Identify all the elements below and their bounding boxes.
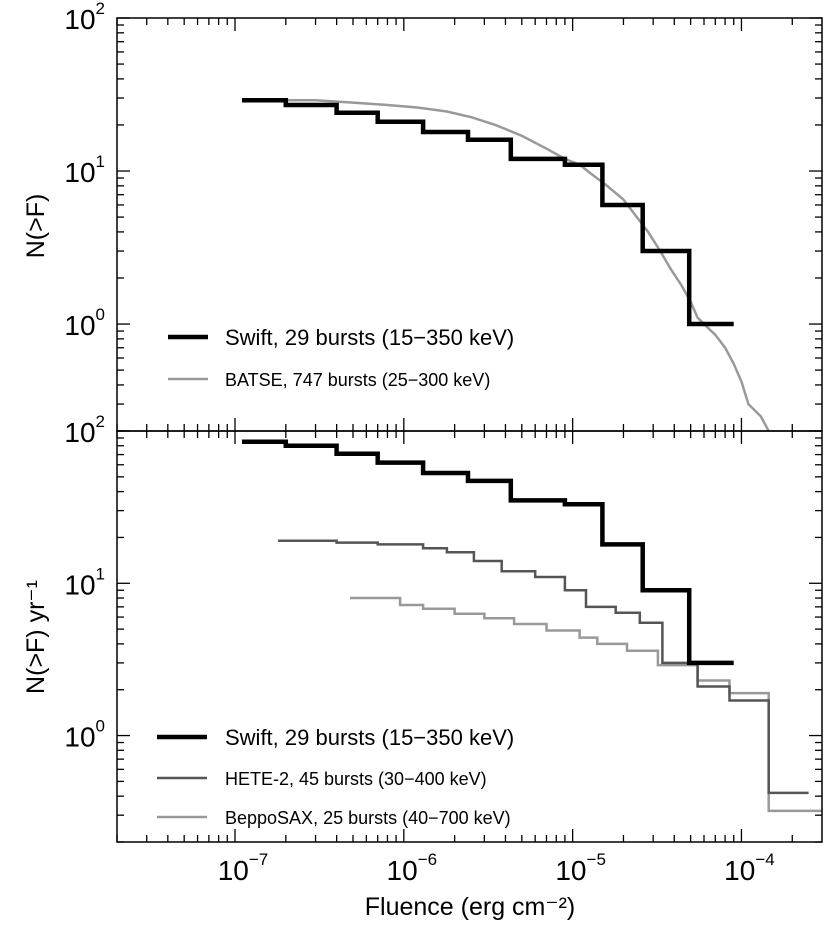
bottom-series — [242, 439, 822, 813]
bottom-y-tick-labels: 102 101 100 — [64, 412, 105, 753]
y-tick-label: 100 — [64, 305, 105, 341]
top-legend: Swift, 29 bursts (15−350 keV) BATSE, 747… — [168, 325, 514, 390]
legend-item-swift: Swift, 29 bursts (15−350 keV) — [168, 325, 514, 350]
legend-label: Swift, 29 bursts (15−350 keV) — [225, 725, 514, 750]
y-tick-label: 102 — [64, 412, 105, 448]
legend-label: BATSE, 747 bursts (25−300 keV) — [225, 370, 490, 390]
top-plot-area: 102 101 100 — [64, 0, 823, 432]
top-y-axis-title: N(>F) — [22, 194, 50, 259]
series-line — [242, 439, 734, 666]
legend-item-batse: BATSE, 747 bursts (25−300 keV) — [168, 370, 490, 390]
x-tick-labels: 10−7 10−6 10−5 10−4 — [218, 850, 775, 886]
top-panel: 102 101 100 N(>F) Swift, 29 bursts (15−350… — [22, 0, 823, 432]
series-line — [350, 596, 822, 813]
bottom-axes-frame — [116, 430, 823, 843]
x-tick-label: 10−4 — [724, 850, 775, 886]
series-line — [242, 98, 734, 327]
legend-item-hete2: HETE-2, 45 bursts (30−400 keV) — [157, 769, 487, 789]
bottom-plot-area: 102 101 100 10−7 10−6 10−5 10−4 — [64, 412, 823, 886]
bottom-legend: Swift, 29 bursts (15−350 keV) HETE-2, 45… — [157, 725, 514, 828]
y-tick-label: 101 — [64, 564, 105, 600]
legend-item-swift: Swift, 29 bursts (15−350 keV) — [157, 725, 514, 750]
legend-label: HETE-2, 45 bursts (30−400 keV) — [225, 769, 487, 789]
legend-item-bepposax: BeppoSAX, 25 bursts (40−700 keV) — [157, 808, 511, 828]
bottom-ticks — [116, 430, 822, 843]
legend-label: BeppoSAX, 25 bursts (40−700 keV) — [225, 808, 511, 828]
x-tick-label: 10−5 — [555, 850, 606, 886]
x-tick-label: 10−6 — [387, 850, 438, 886]
bottom-panel: 102 101 100 10−7 10−6 10−5 10−4 N(>F) yr⁻¹ Sw… — [22, 412, 823, 886]
y-tick-label: 100 — [64, 717, 105, 753]
y-tick-label: 101 — [64, 152, 105, 188]
legend-label: Swift, 29 bursts (15−350 keV) — [225, 325, 514, 350]
x-axis-title: Fluence (erg cm⁻²) — [365, 893, 575, 921]
y-tick-label: 102 — [64, 0, 105, 35]
top-y-tick-labels: 102 101 100 — [64, 0, 105, 341]
x-tick-label: 10−7 — [218, 850, 269, 886]
top-series — [242, 98, 770, 432]
series-line — [278, 539, 809, 795]
bottom-y-axis-title: N(>F) yr⁻¹ — [22, 580, 50, 694]
series-line — [242, 99, 770, 432]
